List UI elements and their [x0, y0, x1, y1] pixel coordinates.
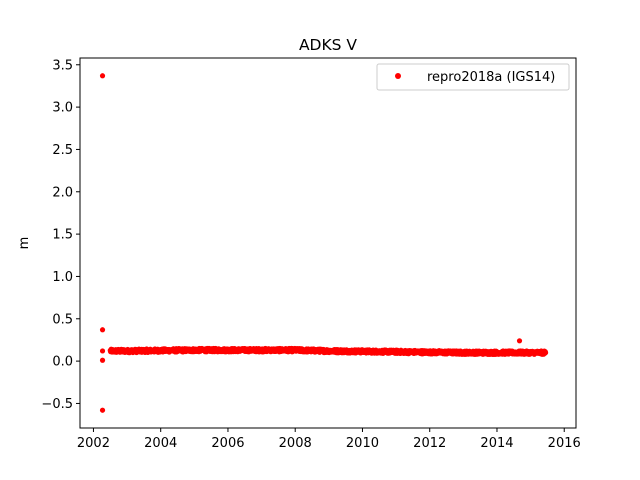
y-tick-label: 1.5 [52, 228, 73, 243]
x-tick-label: 2010 [346, 436, 379, 451]
data-point [542, 350, 549, 356]
legend: repro2018a (IGS14) [376, 63, 570, 91]
y-tick-label: 0.0 [52, 355, 73, 370]
y-tick-label: 1.0 [52, 270, 73, 285]
y-tick-label: 3.0 [52, 101, 73, 116]
y-axis: −0.5 0.0 0.5 1.0 1.5 2.0 2.5 3.0 3.5 [41, 58, 80, 412]
y-tick-label: 3.5 [52, 58, 73, 73]
plot-area [79, 57, 577, 429]
x-tick-label: 2002 [77, 436, 110, 451]
plot-frame [79, 57, 577, 429]
data-point [99, 73, 106, 79]
x-tick-label: 2006 [211, 436, 244, 451]
y-tick-label: −0.5 [41, 397, 73, 412]
y-axis-label: m [17, 237, 32, 250]
x-axis: 2002 2004 2006 2008 2010 2012 2014 2016 [77, 428, 581, 451]
x-tick-label: 2016 [548, 436, 581, 451]
data-point [99, 327, 106, 333]
data-points [99, 73, 549, 413]
x-tick-label: 2012 [413, 436, 446, 451]
y-tick-label: 0.5 [52, 312, 73, 327]
y-tick-label: 2.5 [52, 143, 73, 158]
chart-title: ADKS V [299, 36, 357, 54]
x-tick-label: 2014 [480, 436, 513, 451]
data-point [516, 338, 523, 344]
data-point [99, 348, 106, 354]
data-point [99, 407, 106, 413]
legend-frame [376, 63, 570, 91]
x-tick-label: 2008 [279, 436, 312, 451]
legend-marker [395, 73, 401, 79]
plot-background [80, 58, 576, 428]
data-point [99, 357, 106, 363]
legend-entry: repro2018a (IGS14) [427, 70, 555, 85]
y-tick-label: 2.0 [52, 185, 73, 200]
x-tick-label: 2004 [144, 436, 177, 451]
